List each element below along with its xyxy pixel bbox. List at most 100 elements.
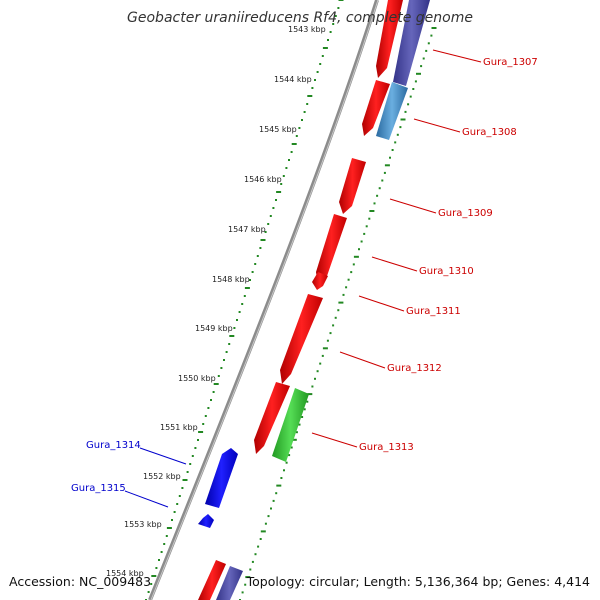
genome-backbone-highlight <box>150 0 379 600</box>
gene-arrow-1315 <box>198 514 214 528</box>
scale-track-dot <box>186 471 189 473</box>
inner-track-dot <box>272 499 275 502</box>
accession-text: Accession: NC_009483 <box>9 574 151 589</box>
inner-track-dot <box>332 324 335 327</box>
inner-track-dot <box>275 492 278 495</box>
inner-track-dot <box>352 263 355 266</box>
inner-track-tick <box>338 301 344 304</box>
scale-track-dot <box>212 391 215 393</box>
scale-track-dot <box>259 247 262 249</box>
forward-genes <box>198 0 403 600</box>
scale-track-dot <box>316 71 319 73</box>
inner-track-tick <box>245 576 251 579</box>
scale-track-dot <box>290 151 293 153</box>
scale-track-dot <box>337 7 340 9</box>
inner-track-dot <box>249 568 252 571</box>
gene-arrow-1311 <box>312 272 328 290</box>
gene-label-1312[interactable]: Gura_1312 <box>387 363 442 374</box>
inner-track-dot <box>285 461 288 464</box>
inner-track-dot <box>368 217 371 220</box>
gene-label-1314[interactable]: Gura_1314 <box>86 440 141 451</box>
gene-label-1315[interactable]: Gura_1315 <box>71 483 126 494</box>
inner-track-dot <box>358 248 360 251</box>
scale-track-dot <box>165 535 168 537</box>
inner-track-dot <box>363 232 366 235</box>
leader-line-1313 <box>311 432 358 448</box>
scale-track-tick <box>338 0 344 1</box>
scale-track-dot <box>191 455 194 457</box>
scale-track-dot <box>275 199 277 201</box>
leader-line-1312 <box>339 351 386 369</box>
scale-track-dot <box>194 447 197 449</box>
scale-track-dot <box>178 495 181 497</box>
scale-track-dot <box>256 255 259 257</box>
inner-track-dot <box>376 194 379 197</box>
inner-track-tick <box>384 164 390 167</box>
scale-track-dot <box>176 503 179 505</box>
scale-track-dot <box>225 351 228 353</box>
scale-track-dot <box>321 55 324 57</box>
inner-track-dot <box>311 385 314 388</box>
scale-track-dot <box>298 127 301 129</box>
gene-arrow-1308 <box>362 80 390 136</box>
inner-track-tick <box>260 530 266 533</box>
gene-label-1308[interactable]: Gura_1308 <box>462 127 517 138</box>
feature-purple-bottom <box>216 566 243 600</box>
scale-track-dot <box>241 303 244 305</box>
scale-track-dot <box>334 15 337 17</box>
inner-track-dot <box>264 522 267 525</box>
scale-track-dot <box>301 119 303 121</box>
scale-track-dot <box>285 167 288 169</box>
scale-track-dot <box>327 39 329 41</box>
tick-label-1553: 1553 kbp <box>124 520 162 529</box>
rna-gene-green <box>272 388 309 462</box>
gene-arrow-1312 <box>280 294 323 384</box>
inner-track-dot <box>345 286 348 289</box>
inner-track-dot <box>295 431 298 434</box>
scale-track-tick <box>322 47 328 49</box>
scale-track-dot <box>220 367 223 369</box>
inner-track-tick <box>307 393 313 396</box>
scale-track-dot <box>319 63 322 65</box>
inner-track-dot <box>241 591 244 594</box>
inner-track-dot <box>409 95 412 98</box>
gene-label-1311[interactable]: Gura_1311 <box>406 306 461 317</box>
reverse-genes <box>198 448 238 528</box>
gene-label-1310[interactable]: Gura_1310 <box>419 266 474 277</box>
inner-track-dot <box>288 454 291 457</box>
scale-track-dot <box>288 159 290 161</box>
tick-label-1554: 1554 kbp <box>106 569 144 578</box>
scale-track-dot <box>155 567 158 569</box>
inner-track-dot <box>283 469 285 472</box>
scale-track-dot <box>173 511 176 513</box>
inner-track-dot <box>314 377 316 380</box>
scale-track-dot <box>295 135 298 137</box>
gene-arrow-1313 <box>254 382 290 454</box>
tick-label-1550: 1550 kbp <box>178 374 216 383</box>
inner-track-dot <box>251 560 254 563</box>
inner-track-dot <box>420 65 423 68</box>
scale-track-dot <box>303 111 306 113</box>
scale-track-dot <box>249 279 251 281</box>
scale-track-tick <box>291 143 297 145</box>
inner-track-dot <box>350 271 353 274</box>
tick-labels: 1543 kbp 1544 kbp 1545 kbp 1546 kbp 1547… <box>106 25 326 578</box>
tick-label-1551: 1551 kbp <box>160 423 198 432</box>
gene-arrow-1310 <box>316 214 347 286</box>
scale-track-tick <box>198 431 204 433</box>
scale-track-dot <box>329 31 332 33</box>
gene-labels: Gura_1307 Gura_1308 Gura_1309 Gura_1310 … <box>71 57 538 494</box>
feature-purple-top <box>393 0 430 86</box>
scale-track-dot <box>158 559 160 561</box>
gene-label-1309[interactable]: Gura_1309 <box>438 208 493 219</box>
tick-label-1549: 1549 kbp <box>195 324 233 333</box>
topology-text: Topology: circular; Length: 5,136,364 bp… <box>246 574 590 589</box>
inner-track-dot <box>399 126 402 129</box>
gene-label-1307[interactable]: Gura_1307 <box>483 57 538 68</box>
gene-label-1313[interactable]: Gura_1313 <box>359 442 414 453</box>
inner-track-dot <box>404 110 407 113</box>
inner-track-dot <box>244 583 247 586</box>
tick-label-1547: 1547 kbp <box>228 225 266 234</box>
scale-track-dot <box>217 375 220 377</box>
